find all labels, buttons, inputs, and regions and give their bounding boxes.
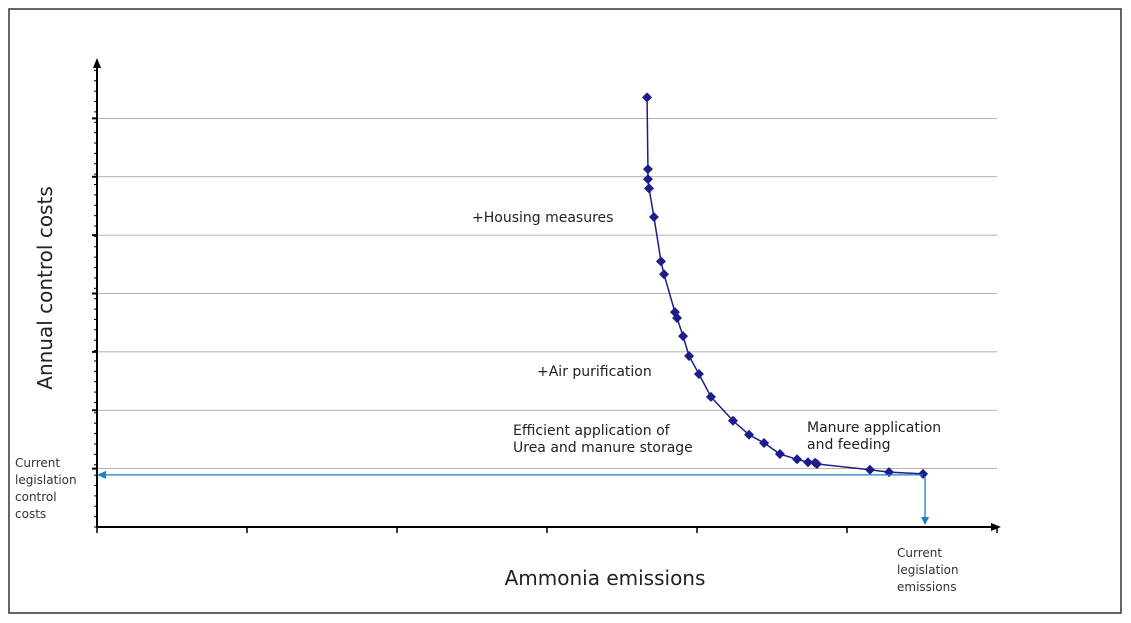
- data-point: [642, 92, 653, 103]
- annotation: Efficient application of: [513, 423, 671, 439]
- data-point: [678, 331, 689, 342]
- data-point: [744, 429, 755, 440]
- annotation: Current: [897, 546, 942, 560]
- data-point: [672, 313, 683, 324]
- annotation: control: [15, 490, 57, 504]
- data-point: [644, 183, 654, 194]
- data-point: [693, 369, 704, 380]
- data-point: [659, 269, 669, 280]
- data-point: [648, 212, 659, 223]
- data-point: [642, 174, 653, 185]
- x-axis-arrow: [991, 523, 1001, 531]
- data-point: [864, 464, 875, 475]
- data-point: [792, 454, 803, 465]
- data-point: [684, 350, 695, 361]
- annotation: Urea and manure storage: [513, 440, 693, 456]
- data-point: [705, 391, 716, 402]
- annotation: +Air purification: [537, 364, 652, 380]
- data-point: [918, 468, 929, 479]
- data-point: [642, 164, 653, 175]
- annotation: and feeding: [807, 437, 890, 453]
- annotation: +Housing measures: [472, 210, 613, 226]
- x-axis-label: Ammonia emissions: [505, 566, 706, 590]
- reference-arrow-down: [921, 517, 930, 525]
- reference-arrow-left: [97, 470, 106, 479]
- annotation: emissions: [897, 580, 956, 594]
- series-line: [646, 97, 924, 475]
- annotation: legislation: [897, 563, 959, 577]
- data-point: [728, 415, 738, 426]
- annotation: legislation: [15, 473, 77, 487]
- data-point: [774, 449, 785, 460]
- annotation: Current: [15, 456, 60, 470]
- data-point: [656, 256, 666, 267]
- y-axis-arrow: [93, 58, 101, 68]
- data-point: [803, 457, 813, 468]
- annotation: costs: [15, 507, 46, 521]
- y-axis-label: Annual control costs: [33, 186, 57, 389]
- frame: [8, 8, 1122, 614]
- data-point: [812, 458, 822, 469]
- data-point: [759, 437, 770, 448]
- annotation: Manure application: [807, 420, 941, 436]
